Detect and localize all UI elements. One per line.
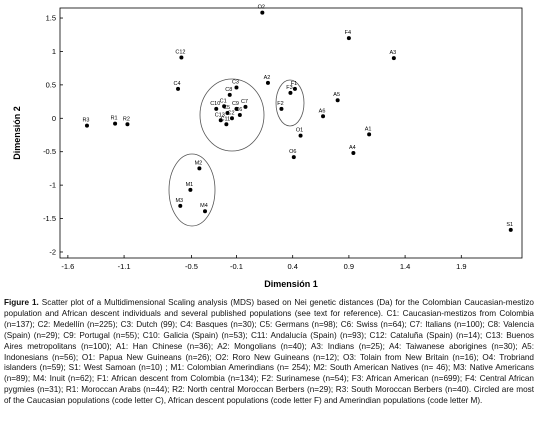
point-label: F4 [345,30,351,36]
x-tick-label: -0.1 [230,262,243,271]
point [335,98,340,103]
point [279,106,284,111]
point [291,155,296,160]
y-tick-label: -0.5 [43,147,56,156]
point-label: C12 [175,49,185,55]
plot-frame [59,7,523,259]
x-tick-label: -1.1 [118,262,131,271]
y-tick-label: -1 [49,181,56,190]
point [292,86,297,91]
point-label: C4 [174,81,181,87]
point-label: F3 [286,85,292,91]
point-label: C6 [235,107,242,113]
point-label: C9 [232,101,239,107]
point-label: R1 [111,116,118,122]
y-tick-label: -1.5 [43,214,56,223]
point [224,122,229,127]
point [391,56,396,61]
point-label: C2 [227,110,234,116]
y-tick-label: 1.5 [46,14,56,23]
point [179,55,184,60]
point [188,187,193,192]
point-label: C5 [223,105,230,111]
caption-text: Scatter plot of a Multidimensional Scali… [4,298,534,406]
point-label: A3 [389,50,396,56]
point-label: F1 [291,81,297,87]
point [351,151,356,156]
point [225,110,230,115]
point [265,80,270,85]
chart: Dimensión 1 Dimensión 2 -1.6 -1.1 -0.5 -0.1… [12,5,523,289]
x-axis-label: Dimensión 1 [264,279,318,289]
point [203,209,208,214]
point [237,112,242,117]
y-tick-label: -2 [49,247,56,256]
point [222,104,227,109]
x-tick-label: -0.5 [185,262,198,271]
point [288,90,293,95]
point [178,203,183,208]
point-label: A2 [264,75,271,81]
point [113,121,118,126]
point [298,133,303,138]
point-label: A5 [333,92,340,98]
point [234,85,239,90]
x-tick-label: 1.4 [400,262,410,271]
point-label: C7 [241,99,248,105]
point [218,118,223,123]
point-label: C3 [232,80,239,86]
point-label: M2 [195,160,203,166]
point-label: O6 [289,149,296,155]
point-label: C13 [215,112,225,118]
y-tick-label: 0.5 [46,80,56,89]
point-label: M1 [186,182,194,188]
y-tick-label: 0 [52,114,56,123]
caption: Figure 1. Scatter plot of a Multidimensi… [4,298,534,407]
point [346,36,351,41]
point [214,106,219,111]
point-label: A6 [319,108,326,114]
x-tick-label: 1.9 [456,262,466,271]
cluster-circle [275,79,305,127]
point-label: C1 [220,98,227,104]
point-label: C10 [210,101,220,107]
point-label: R2 [123,116,130,122]
point-label: C8 [225,87,232,93]
y-axis-label: Dimensión 2 [12,106,22,160]
point [234,106,239,111]
y-tick-label: 1 [52,47,56,56]
point [227,92,232,97]
point [367,132,372,137]
point-label: A4 [349,145,356,151]
point-label: F2 [277,101,283,107]
point [125,122,130,127]
point [176,86,181,91]
point [243,104,248,109]
cluster-circle [199,78,265,152]
point-label: O2 [258,5,265,11]
point-label: O1 [296,128,303,134]
cluster-circle [168,153,216,227]
point [260,10,265,15]
point-label: A1 [365,126,372,132]
point [229,116,234,121]
x-tick-label: 0.4 [287,262,297,271]
point-label: M4 [200,203,208,209]
x-tick-label: -1.6 [61,262,74,271]
point [197,166,202,171]
caption-lead: Figure 1. [4,298,39,307]
point [321,114,326,119]
x-tick-label: 0.9 [344,262,354,271]
point-label: R3 [82,118,89,124]
point [84,123,89,128]
point-label: M3 [175,198,183,204]
point [508,227,513,232]
point-label: C11 [221,116,231,122]
point-label: S1 [506,222,513,228]
